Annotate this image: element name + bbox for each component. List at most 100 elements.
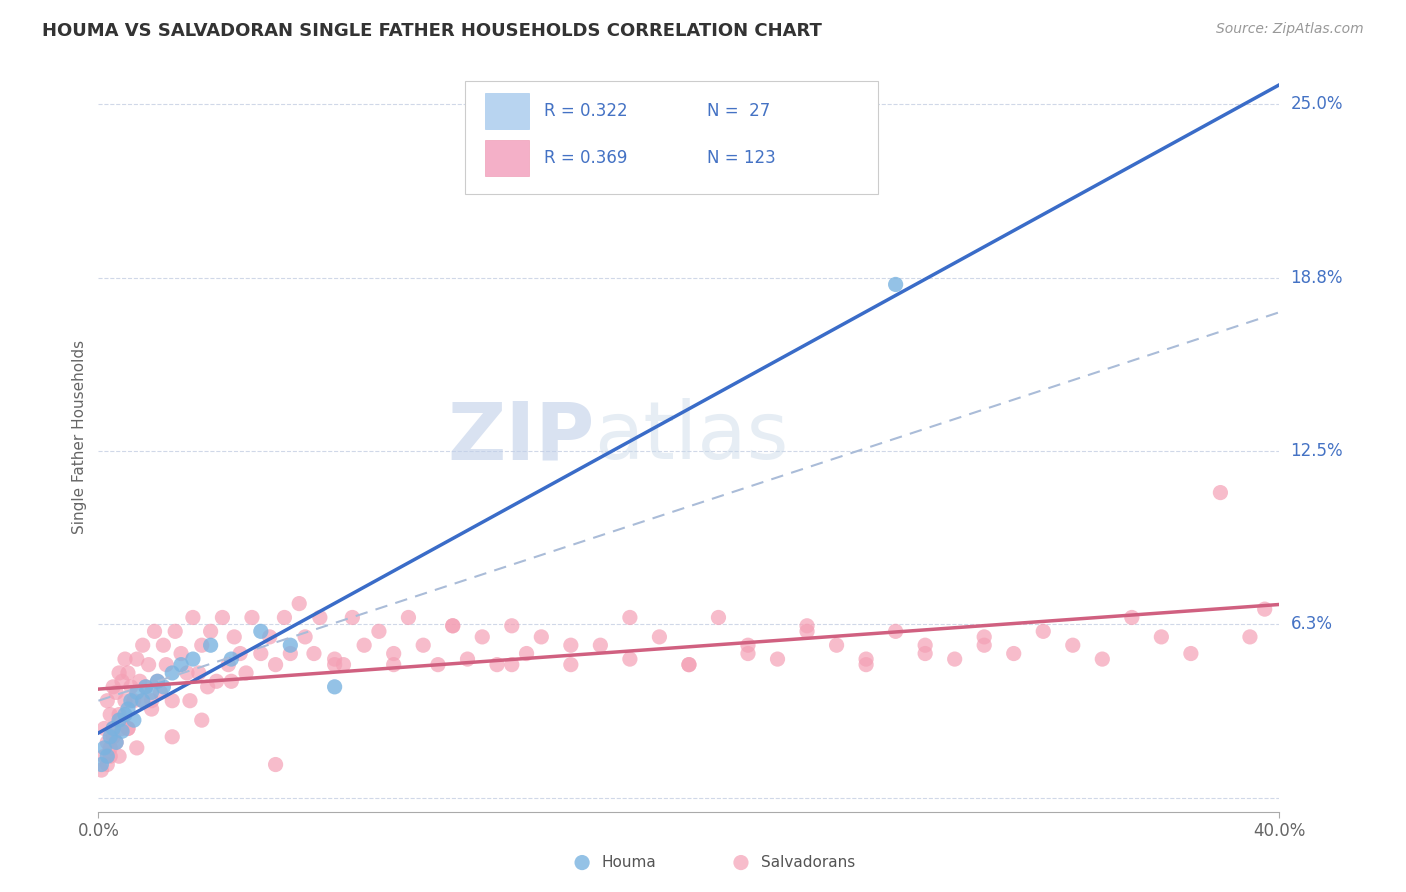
Text: N = 123: N = 123 — [707, 149, 775, 168]
Point — [103, 730, 125, 744]
Point — [120, 680, 142, 694]
Point — [250, 647, 273, 661]
FancyBboxPatch shape — [464, 81, 877, 194]
Point — [122, 713, 145, 727]
Text: HOUMA VS SALVADORAN SINGLE FATHER HOUSEHOLDS CORRELATION CHART: HOUMA VS SALVADORAN SINGLE FATHER HOUSEH… — [42, 22, 823, 40]
Point — [264, 757, 287, 772]
Point — [105, 735, 128, 749]
Point — [98, 749, 121, 764]
Point — [105, 685, 128, 699]
Point — [1150, 630, 1173, 644]
Point — [135, 680, 157, 694]
Point — [132, 694, 155, 708]
Point — [235, 665, 257, 680]
Point — [197, 680, 219, 694]
Point — [884, 624, 907, 639]
Point — [117, 722, 139, 736]
Point — [288, 597, 311, 611]
Point — [382, 657, 405, 672]
Point — [737, 647, 759, 661]
Point — [229, 647, 252, 661]
Point — [143, 624, 166, 639]
Point — [138, 657, 160, 672]
FancyBboxPatch shape — [485, 140, 530, 177]
Point — [111, 674, 134, 689]
Point — [259, 630, 281, 644]
Text: Salvadorans: Salvadorans — [761, 855, 855, 870]
Point — [122, 694, 145, 708]
Point — [93, 740, 115, 755]
Point — [117, 722, 139, 736]
Point — [486, 657, 509, 672]
Point — [796, 619, 818, 633]
Point — [648, 630, 671, 644]
Point — [135, 680, 157, 694]
Point — [353, 638, 375, 652]
Point — [1209, 485, 1232, 500]
Point — [1032, 624, 1054, 639]
Point — [108, 707, 131, 722]
Point — [323, 680, 346, 694]
FancyBboxPatch shape — [485, 93, 530, 129]
Point — [515, 647, 537, 661]
Point — [162, 694, 183, 708]
Point — [125, 685, 148, 699]
Point — [707, 610, 730, 624]
Point — [191, 713, 214, 727]
Point — [170, 647, 193, 661]
Point — [294, 630, 316, 644]
Point — [766, 652, 789, 666]
Point — [111, 724, 134, 739]
Point — [441, 619, 464, 633]
Point — [560, 657, 582, 672]
Point — [302, 647, 325, 661]
Point — [103, 722, 125, 736]
Point — [96, 757, 118, 772]
Point — [501, 657, 523, 672]
Point — [170, 657, 193, 672]
Text: ZIP: ZIP — [447, 398, 595, 476]
Point — [93, 722, 115, 736]
Point — [146, 674, 169, 689]
Point — [96, 694, 118, 708]
Point — [796, 624, 818, 639]
Point — [141, 702, 163, 716]
Point — [128, 674, 150, 689]
Point — [165, 624, 187, 639]
Point — [560, 638, 582, 652]
Text: Source: ZipAtlas.com: Source: ZipAtlas.com — [1216, 22, 1364, 37]
Point — [98, 707, 121, 722]
Point — [914, 638, 936, 652]
Point — [309, 610, 332, 624]
Point — [120, 694, 142, 708]
Text: atlas: atlas — [595, 398, 789, 476]
Point — [93, 749, 115, 764]
Point — [108, 749, 131, 764]
Point — [141, 685, 163, 699]
Point — [103, 722, 125, 736]
Point — [205, 674, 228, 689]
Point — [441, 619, 464, 633]
Point — [219, 652, 242, 666]
Text: Houma: Houma — [602, 855, 657, 870]
Point — [855, 657, 877, 672]
Point — [530, 630, 553, 644]
Text: R = 0.369: R = 0.369 — [544, 149, 627, 168]
Point — [141, 694, 163, 708]
Point — [278, 638, 302, 652]
Text: 12.5%: 12.5% — [1291, 442, 1343, 460]
Point — [179, 694, 201, 708]
Point — [456, 652, 478, 666]
Point — [1062, 638, 1084, 652]
Point — [132, 638, 155, 652]
Point — [619, 652, 641, 666]
Point — [152, 680, 174, 694]
Point — [368, 624, 391, 639]
Point — [108, 665, 131, 680]
Point — [162, 730, 183, 744]
Point — [1239, 630, 1261, 644]
Point — [737, 638, 759, 652]
Point — [1254, 602, 1277, 616]
Point — [96, 735, 118, 749]
Point — [855, 652, 877, 666]
